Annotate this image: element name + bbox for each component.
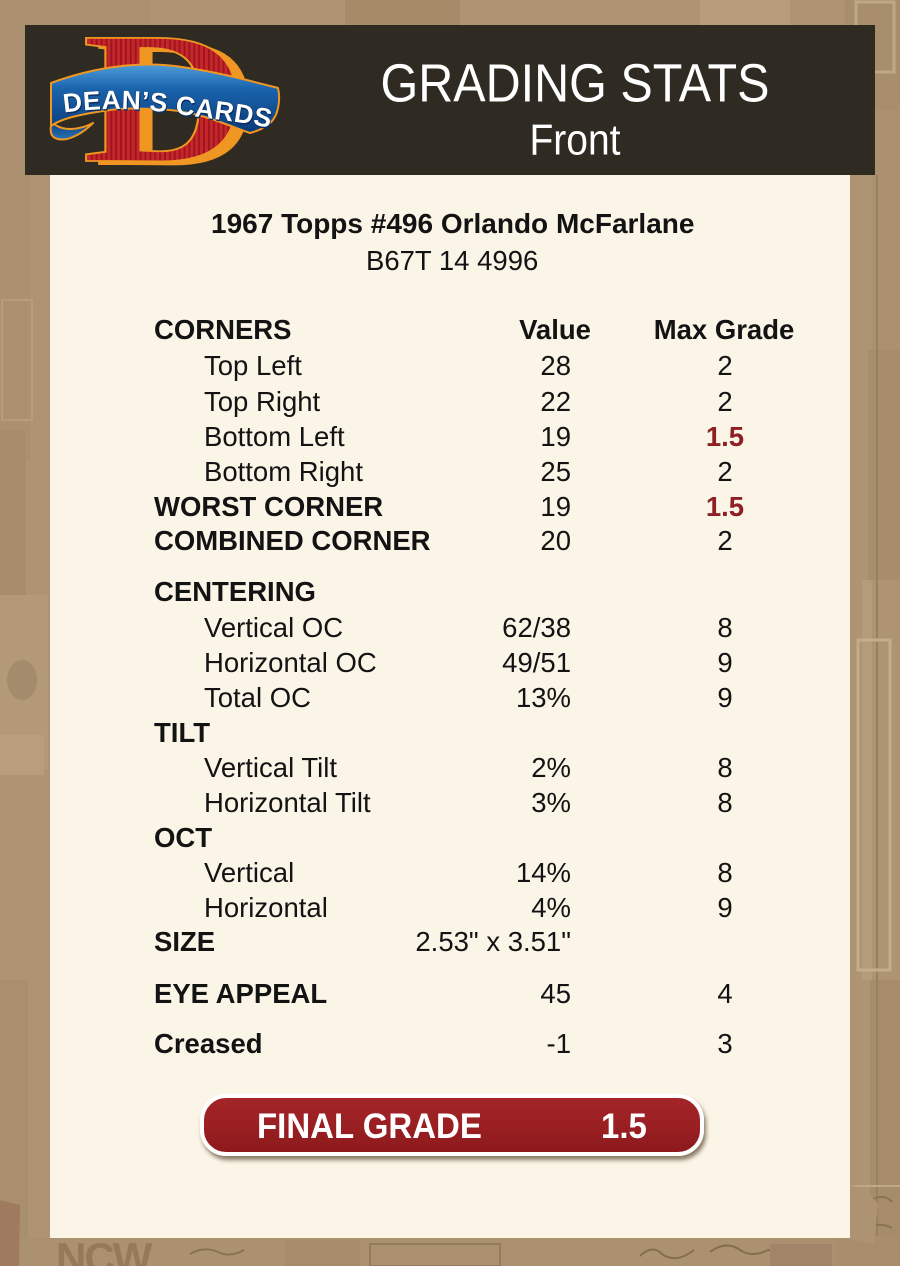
svg-text:NCW: NCW xyxy=(56,1234,153,1266)
